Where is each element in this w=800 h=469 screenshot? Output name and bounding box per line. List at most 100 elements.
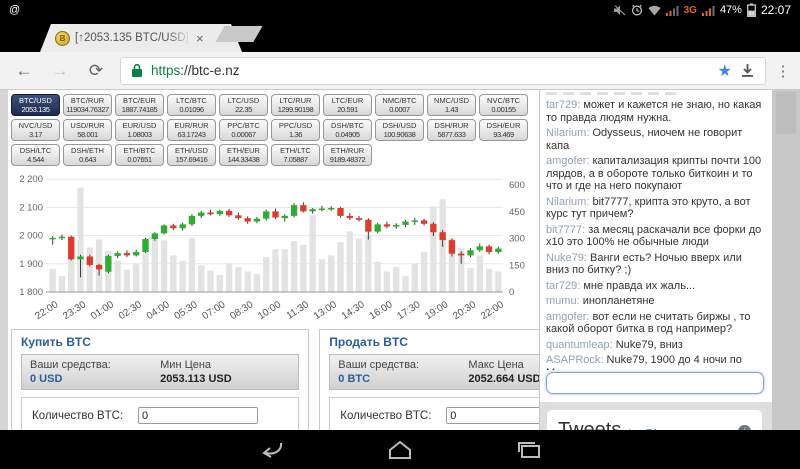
chat-username[interactable]: tar729: <box>546 279 584 292</box>
chat-username[interactable]: ASAPRock: <box>546 354 607 366</box>
ticker-pair: LTC/RUR <box>279 96 312 105</box>
svg-text:13:00: 13:00 <box>312 299 339 322</box>
ticker-eth-ltc[interactable]: ETH/LTC 7.05887 <box>271 144 320 166</box>
chat-username[interactable]: tar729: <box>546 99 584 111</box>
ticker-ltc-btc[interactable]: LTC/BTC 0.01096 <box>167 94 216 116</box>
buy-panel-title: Купить BTC <box>21 335 91 349</box>
tweets-by: by @btcecom <box>628 428 695 430</box>
ticker-value: 93.469 <box>493 130 514 140</box>
svg-text:2 200: 2 200 <box>19 174 43 185</box>
ticker-value: 0.07651 <box>127 155 152 165</box>
ticker-dsh-eur[interactable]: DSH/EUR 93.469 <box>479 119 528 141</box>
ticker-value: 3.17 <box>29 130 42 140</box>
sell-funds-label: Ваши средства: <box>338 359 420 371</box>
svg-text:04:00: 04:00 <box>145 299 172 322</box>
page-scrollbar[interactable] <box>772 90 800 430</box>
chat-message: bit7777: за месяц раскачали все форки до… <box>546 224 764 249</box>
chat-username[interactable]: Nilarium: <box>546 195 593 208</box>
ticker-eth-btc[interactable]: ETH/BTC 0.07651 <box>115 144 164 166</box>
ticker-ltc-rur[interactable]: LTC/RUR 1299.90198 <box>271 94 320 116</box>
ticker-nmc-usd[interactable]: NMC/USD 1.43 <box>427 94 476 116</box>
forward-button[interactable]: → <box>51 60 69 80</box>
ticker-dsh-usd[interactable]: DSH/USD 100.90638 <box>375 119 424 141</box>
twitter-info-icon[interactable]: i <box>738 425 751 430</box>
url-text: https://btc-e.nz <box>151 63 710 78</box>
ticker-pair: DSH/USD <box>382 121 417 130</box>
ticker-eur-usd[interactable]: EUR/USD 1.08003 <box>115 119 164 141</box>
ticker-nvc-usd[interactable]: NVC/USD 3.17 <box>11 119 60 141</box>
tweets-handle-link[interactable]: @btcecom <box>643 428 696 430</box>
chat-username[interactable]: amgofer: <box>546 155 593 167</box>
chat-username[interactable]: Nuke79: <box>546 251 591 264</box>
ticker-pair: DSH/EUR <box>486 121 521 130</box>
battery-icon <box>747 3 756 17</box>
nav-recents-icon[interactable] <box>514 439 542 461</box>
ticker-ppc-usd[interactable]: PPC/USD 1.36 <box>271 119 320 141</box>
svg-text:22:00: 22:00 <box>479 299 506 322</box>
cell-signal-2-icon <box>701 5 715 16</box>
overflow-menu-icon[interactable]: ⋮ <box>775 62 791 80</box>
chat-username[interactable]: mumu: <box>546 295 583 307</box>
chat-message: quantumleap: Nuke79, вниз <box>546 339 764 352</box>
ticker-nmc-btc[interactable]: NMC/BTC 0.0007 <box>375 94 424 116</box>
nav-back-icon[interactable] <box>258 439 286 461</box>
chat-username[interactable]: Nilarium: <box>546 127 593 139</box>
buy-limit-label: Мин Цена <box>160 359 212 371</box>
ticker-pair: BTC/USD <box>19 96 52 105</box>
download-icon[interactable] <box>740 63 755 78</box>
chat-message: Nuke79: Ванги есть? Ночью вверх или вниз… <box>546 252 764 277</box>
ticker-nvc-btc[interactable]: NVC/BTC 0.00155 <box>479 94 528 116</box>
ticker-pair: NMC/USD <box>434 96 469 105</box>
buy-limit-value: 2053.113 USD <box>160 373 232 385</box>
background-tab-stub[interactable] <box>215 26 263 42</box>
chat-text: за месяц раскачали все форки до x10 это … <box>546 223 762 249</box>
svg-text:300: 300 <box>509 234 525 245</box>
ticker-eth-usd[interactable]: ETH/USD 157.69416 <box>167 144 216 166</box>
ticker-value: 0.00067 <box>231 130 256 140</box>
ticker-dsh-ltc[interactable]: DSH/LTC 4.544 <box>11 144 60 166</box>
ticker-ltc-usd[interactable]: LTC/USD 22.35 <box>219 94 268 116</box>
chat-username[interactable]: amgofer: <box>546 310 593 323</box>
refresh-button[interactable]: ⟳ <box>88 60 104 80</box>
ticker-eur-rur[interactable]: EUR/RUR 63.17243 <box>167 119 216 141</box>
chat-text: мне правда их жаль... <box>583 279 696 292</box>
ticker-usd-rur[interactable]: USD/RUR 58.001 <box>63 119 112 141</box>
bookmark-star-icon[interactable]: ★ <box>717 62 732 80</box>
ticker-pair: LTC/USD <box>227 96 260 105</box>
svg-text:01:00: 01:00 <box>89 299 116 322</box>
scrollbar-thumb[interactable] <box>776 92 796 134</box>
ticker-dsh-btc[interactable]: DSH/BTC 0.04905 <box>323 119 372 141</box>
sell-qty-label: Количество BTC: <box>340 409 432 422</box>
ticker-dsh-eth[interactable]: DSH/ETH 0.643 <box>63 144 112 166</box>
ticker-eth-rur[interactable]: ETH/RUR 9189.48372 <box>323 144 372 166</box>
ticker-value: 1.43 <box>445 105 458 115</box>
buy-qty-label: Количество BTC: <box>32 409 124 422</box>
ticker-ltc-eur[interactable]: LTC/EUR 20.591 <box>323 94 372 116</box>
ticker-btc-eur[interactable]: BTC/EUR 1887.74185 <box>115 94 164 116</box>
chat-username[interactable]: quantumleap: <box>546 338 616 351</box>
ticker-eth-eur[interactable]: ETH/EUR 144.33438 <box>219 144 268 166</box>
back-button[interactable]: ← <box>15 60 33 80</box>
ticker-value: 1887.74185 <box>121 105 158 115</box>
ticker-value: 1299.90198 <box>277 105 314 115</box>
ticker-pair: NVC/BTC <box>487 96 520 105</box>
browser-tab[interactable]: B [↑2053.135 BTC/USD] BT × <box>40 24 242 52</box>
main-column: BTC/USD 2053.135 BTC/RUR 119034.76327 BTC/EU… <box>8 90 618 469</box>
ticker-btc-rur[interactable]: BTC/RUR 119034.76327 <box>63 94 112 116</box>
buy-qty-input[interactable] <box>138 407 258 424</box>
address-bar[interactable]: https://btc-e.nz ★ <box>120 56 766 85</box>
ticker-ppc-btc[interactable]: PPC/BTC 0.00067 <box>219 119 268 141</box>
ticker-value: 0.01096 <box>179 105 204 115</box>
svg-text:600: 600 <box>509 180 525 191</box>
nav-home-icon[interactable] <box>386 439 414 461</box>
chat-username[interactable]: bit7777: <box>546 223 589 236</box>
ticker-pair: EUR/USD <box>122 121 157 130</box>
sell-qty-input[interactable] <box>446 407 567 424</box>
ticker-dsh-rur[interactable]: DSH/RUR 5877.633 <box>427 119 476 141</box>
ticker-row: DSH/LTC 4.544 DSH/ETH 0.643 ETH/BTC 0.07651 ET… <box>11 144 539 166</box>
svg-text:11:30: 11:30 <box>285 299 312 322</box>
chat-input[interactable] <box>546 372 764 394</box>
ticker-btc-usd[interactable]: BTC/USD 2053.135 <box>11 94 60 116</box>
chat-message: Nilarium: Odysseus, ниочем не говорит ка… <box>546 127 764 152</box>
tab-close-icon[interactable]: × <box>196 30 204 46</box>
